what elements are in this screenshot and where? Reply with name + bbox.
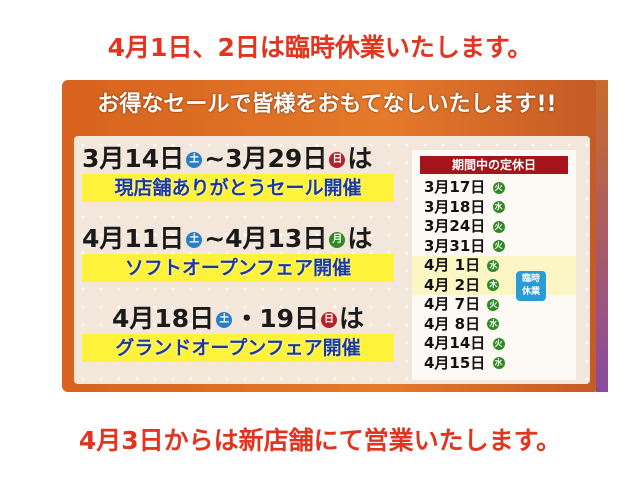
event-title: 現店舗ありがとうセール開催	[82, 174, 394, 202]
closed-day-item: 3月17日 火	[412, 178, 576, 198]
dow-badge: 水	[487, 318, 500, 330]
end-date: 3月29日	[225, 144, 328, 173]
poster-panel: 3月14日土 ~3月29日日は 現店舗ありがとうセール開催 4月11日土 ~4月13…	[74, 136, 590, 384]
closed-date: 3月17日	[424, 178, 486, 196]
event-date: 4月11日土 ~4月13日月は	[82, 224, 402, 254]
separator: ・	[234, 304, 260, 333]
dow-badge: 水	[487, 259, 500, 272]
closed-date: 4月 1日	[424, 256, 481, 274]
start-date: 3月14日	[82, 144, 185, 173]
end-date: 4月13日	[225, 224, 328, 253]
separator: ~	[204, 224, 226, 253]
suffix: は	[347, 224, 373, 253]
dow-badge: 土	[216, 312, 233, 328]
dow-badge: 土	[186, 232, 203, 248]
closed-date: 3月24日	[424, 217, 486, 235]
start-date: 4月18日	[112, 304, 215, 333]
start-date: 4月11日	[82, 224, 185, 253]
closed-date: 3月18日	[424, 197, 486, 216]
closed-day-item: 4月 2日 木	[412, 275, 576, 295]
closed-day-item: 3月24日 火	[412, 217, 576, 237]
dow-badge: 水	[492, 201, 505, 213]
dow-badge: 日	[321, 312, 337, 328]
closed-date: 4月 8日	[424, 314, 481, 333]
event-1: 3月14日土 ~3月29日日は 現店舗ありがとうセール開催	[82, 144, 402, 202]
end-date: 19日	[259, 304, 319, 333]
dow-badge: 水	[492, 357, 505, 369]
dow-badge: 火	[492, 181, 505, 194]
event-title: グランドオープンフェア開催	[82, 334, 394, 362]
dow-badge: 月	[329, 232, 346, 248]
closed-date: 4月 2日	[424, 275, 481, 294]
poster-headline: お得なセールで皆様をおもてなしいたします!!	[97, 92, 557, 117]
closed-date: 4月15日	[424, 353, 486, 372]
dow-badge: 火	[487, 298, 500, 311]
closed-days-title: 期間中の定休日	[420, 156, 568, 174]
closed-days-box: 期間中の定休日 3月17日 火 3月18日 水 3月24日 火 3月31日 火 4月 1…	[412, 150, 576, 380]
temporary-closure-badge: 臨時 休業	[516, 271, 546, 301]
suffix: は	[339, 304, 365, 333]
closed-day-item: 3月18日 水	[412, 198, 576, 218]
sale-poster: お得なセールで皆様をおもてなしいたします!! 3月14日土 ~3月29日日は 現店…	[62, 80, 608, 392]
closed-day-item: 4月15日 水	[412, 354, 576, 374]
suffix: は	[347, 144, 373, 173]
dow-badge: 木	[487, 279, 500, 291]
temporary-closure-notice: 4月1日、2日は臨時休業いたします。	[107, 33, 533, 62]
event-date: 3月14日土 ~3月29日日は	[82, 144, 402, 174]
dow-badge: 火	[492, 337, 505, 350]
event-date: 4月18日土・19日日は	[112, 304, 402, 334]
separator: ~	[204, 144, 226, 173]
dow-badge: 火	[492, 220, 505, 233]
closed-date: 3月31日	[424, 236, 486, 255]
closed-date: 4月 7日	[424, 295, 481, 313]
dow-badge: 火	[492, 240, 505, 252]
event-2: 4月11日土 ~4月13日月は ソフトオープンフェア開催	[82, 224, 402, 282]
closed-day-item: 4月 1日 水	[412, 256, 576, 276]
poster-edge	[596, 80, 608, 392]
event-title: ソフトオープンフェア開催	[82, 254, 394, 282]
closed-day-item: 4月 7日 火	[412, 295, 576, 315]
dow-badge: 日	[329, 152, 346, 168]
closed-day-item: 4月 8日 水	[412, 315, 576, 335]
dow-badge: 土	[186, 152, 203, 168]
closed-date: 4月14日	[424, 334, 486, 352]
closed-day-item: 4月14日 火	[412, 334, 576, 354]
closed-day-item: 3月31日 火	[412, 237, 576, 257]
new-store-notice: 4月3日からは新店舗にて営業いたします。	[78, 426, 562, 455]
event-3: 4月18日土・19日日は グランドオープンフェア開催	[82, 304, 402, 362]
closed-days-list: 3月17日 火 3月18日 水 3月24日 火 3月31日 火 4月 1日 水 4月 2日…	[412, 178, 576, 373]
